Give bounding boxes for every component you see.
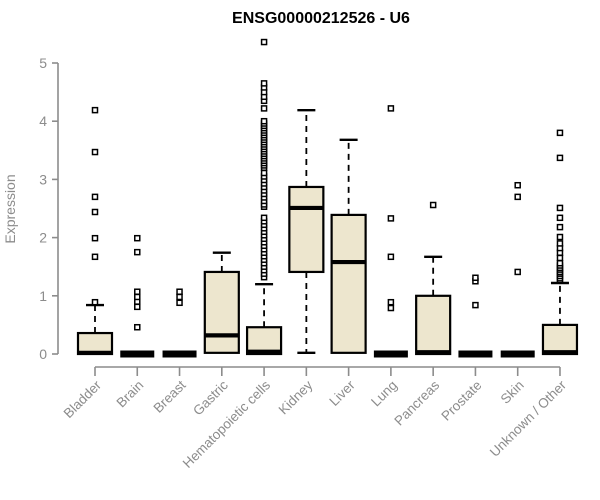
outlier-point: [260, 169, 268, 177]
boxplot-gastric: [203, 251, 240, 354]
outlier-point: [429, 201, 437, 209]
outlier-point: [260, 214, 268, 222]
boxplot-prostate: [458, 274, 493, 358]
outlier-point: [134, 234, 141, 242]
boxplot-hematopoietic-cells: [245, 38, 283, 356]
x-category-label: Gastric: [190, 377, 231, 418]
x-category-label: Kidney: [276, 377, 316, 417]
outlier-point: [260, 80, 268, 87]
outlier-point: [134, 293, 141, 301]
boxplot-bladder: [76, 106, 114, 356]
x-category-label: Pancreas: [391, 377, 442, 428]
boxplot-kidney: [288, 108, 325, 355]
x-category-label: Unknown / Other: [487, 377, 570, 460]
y-tick-label: 5: [39, 55, 47, 71]
flat-box: [373, 350, 408, 358]
outlier-point: [134, 288, 141, 295]
outlier-point: [387, 215, 395, 222]
boxplot-unknown-other: [541, 129, 579, 356]
outlier-point: [514, 181, 521, 189]
boxplot-liver: [330, 138, 367, 354]
box: [415, 294, 452, 356]
box: [245, 326, 283, 356]
outlier-point: [556, 259, 564, 267]
y-axis-label: Expression: [2, 174, 18, 243]
flat-box: [458, 350, 493, 358]
boxplot-pancreas: [415, 201, 452, 356]
outlier-point: [556, 129, 564, 137]
boxplot-lung: [373, 105, 408, 358]
y-tick-label: 3: [39, 171, 47, 187]
outlier-point: [387, 253, 395, 261]
outlier-point: [556, 204, 564, 212]
outlier-point: [91, 253, 99, 261]
outlier-point: [176, 299, 183, 307]
y-tick-label: 1: [39, 288, 47, 304]
outlier-point: [91, 106, 99, 114]
outlier-point: [472, 301, 479, 309]
outlier-point: [387, 298, 395, 306]
y-tick-label: 2: [39, 230, 47, 246]
outlier-point: [514, 193, 521, 201]
y-tick-label: 4: [39, 113, 47, 129]
x-category-label: Bladder: [61, 377, 105, 421]
outlier-point: [514, 268, 521, 276]
outlier-point: [387, 105, 395, 112]
outlier-point: [556, 223, 564, 231]
outlier-point: [91, 234, 99, 242]
outlier-point: [556, 240, 564, 247]
outlier-point: [134, 248, 141, 256]
outlier-point: [387, 304, 395, 312]
box: [203, 270, 240, 354]
box: [288, 185, 325, 274]
x-category-label: Lung: [368, 378, 400, 410]
outlier-point: [176, 293, 183, 301]
x-category-label: Skin: [498, 378, 527, 407]
outlier-point: [134, 303, 141, 311]
outlier-point: [556, 254, 564, 262]
outlier-point: [134, 323, 141, 331]
outlier-point: [91, 148, 99, 156]
flat-box: [120, 350, 155, 358]
x-category-label: Liver: [326, 377, 358, 409]
outlier-point: [91, 298, 99, 306]
y-tick-label: 0: [39, 346, 47, 362]
outlier-point: [176, 288, 183, 295]
outlier-point: [260, 105, 268, 112]
x-category-label: Breast: [150, 377, 188, 415]
outlier-point: [556, 154, 564, 162]
outlier-point: [472, 274, 479, 282]
x-category-label: Brain: [113, 378, 146, 411]
outlier-point: [91, 208, 99, 216]
outlier-point: [91, 193, 99, 201]
box: [541, 323, 579, 356]
chart-title: ENSG00000212526 - U6: [232, 10, 410, 27]
boxplot-brain: [120, 234, 155, 358]
flat-box: [162, 350, 197, 358]
boxplot-skin: [500, 181, 535, 358]
box: [330, 213, 367, 354]
flat-box: [500, 350, 535, 358]
boxplot-breast: [162, 288, 197, 358]
outlier-point: [556, 214, 564, 222]
outlier-point: [260, 38, 268, 46]
outlier-point: [556, 233, 564, 241]
x-category-label: Prostate: [438, 378, 484, 424]
outlier-point: [260, 117, 268, 125]
